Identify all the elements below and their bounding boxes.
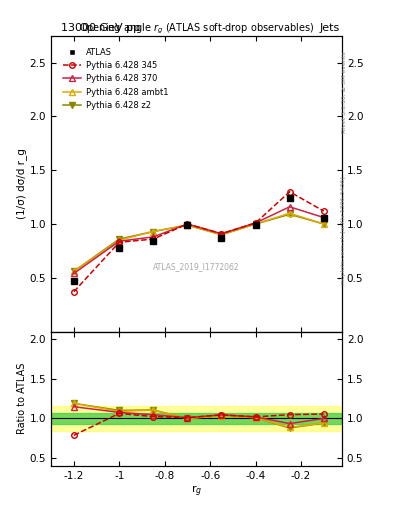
Line: Pythia 6.428 z2: Pythia 6.428 z2	[71, 211, 327, 274]
Y-axis label: (1/σ) dσ/d r_g: (1/σ) dσ/d r_g	[16, 148, 27, 219]
Y-axis label: Ratio to ATLAS: Ratio to ATLAS	[17, 363, 27, 434]
Legend: ATLAS, Pythia 6.428 345, Pythia 6.428 370, Pythia 6.428 ambt1, Pythia 6.428 z2: ATLAS, Pythia 6.428 345, Pythia 6.428 37…	[60, 45, 171, 113]
Text: Rivet 3.1.10, ≥ 3M events: Rivet 3.1.10, ≥ 3M events	[342, 51, 346, 133]
Pythia 6.428 370	[117, 238, 121, 244]
Pythia 6.428 345	[253, 220, 258, 226]
Text: mcplots.cern.ch [arXiv:1306.3436]: mcplots.cern.ch [arXiv:1306.3436]	[342, 176, 346, 285]
Pythia 6.428 345	[287, 189, 292, 195]
Pythia 6.428 ambt1	[72, 268, 76, 274]
Pythia 6.428 345	[219, 230, 224, 237]
Pythia 6.428 ambt1	[117, 237, 121, 243]
Line: ATLAS: ATLAS	[70, 195, 327, 285]
Text: 13000 GeV pp: 13000 GeV pp	[61, 23, 140, 33]
X-axis label: r$_g$: r$_g$	[191, 483, 202, 499]
Pythia 6.428 ambt1	[219, 231, 224, 238]
Pythia 6.428 345	[117, 239, 121, 245]
Line: Pythia 6.428 ambt1: Pythia 6.428 ambt1	[71, 210, 327, 274]
ATLAS	[253, 222, 258, 228]
Pythia 6.428 z2	[72, 268, 76, 274]
Pythia 6.428 ambt1	[185, 222, 190, 228]
Pythia 6.428 z2	[321, 221, 326, 227]
ATLAS	[321, 215, 326, 221]
Pythia 6.428 345	[185, 221, 190, 227]
Title: Opening angle $r_g$ (ATLAS soft-drop observables): Opening angle $r_g$ (ATLAS soft-drop obs…	[79, 22, 314, 36]
Line: Pythia 6.428 345: Pythia 6.428 345	[71, 189, 327, 294]
Pythia 6.428 z2	[219, 231, 224, 238]
Pythia 6.428 370	[72, 270, 76, 276]
Text: Jets: Jets	[320, 23, 340, 33]
ATLAS	[287, 195, 292, 201]
ATLAS	[151, 238, 156, 244]
Line: Pythia 6.428 370: Pythia 6.428 370	[71, 204, 327, 276]
ATLAS	[219, 235, 224, 241]
Pythia 6.428 ambt1	[321, 221, 326, 227]
Pythia 6.428 370	[151, 234, 156, 240]
ATLAS	[72, 278, 76, 284]
Pythia 6.428 ambt1	[287, 210, 292, 216]
Pythia 6.428 345	[321, 208, 326, 214]
Bar	[51, 406, 342, 431]
Pythia 6.428 370	[287, 204, 292, 210]
Pythia 6.428 370	[185, 221, 190, 227]
Pythia 6.428 370	[219, 230, 224, 237]
Pythia 6.428 345	[151, 236, 156, 242]
Pythia 6.428 z2	[287, 211, 292, 218]
Pythia 6.428 345	[72, 289, 76, 295]
Pythia 6.428 z2	[253, 221, 258, 227]
ATLAS	[117, 245, 121, 251]
Pythia 6.428 z2	[185, 222, 190, 228]
Pythia 6.428 370	[321, 215, 326, 221]
ATLAS	[185, 222, 190, 228]
Pythia 6.428 ambt1	[151, 228, 156, 234]
Pythia 6.428 370	[253, 220, 258, 226]
Pythia 6.428 z2	[151, 228, 156, 234]
Text: ATLAS_2019_I1772062: ATLAS_2019_I1772062	[153, 262, 240, 271]
Pythia 6.428 z2	[117, 236, 121, 242]
Pythia 6.428 ambt1	[253, 221, 258, 227]
Bar	[51, 413, 342, 424]
